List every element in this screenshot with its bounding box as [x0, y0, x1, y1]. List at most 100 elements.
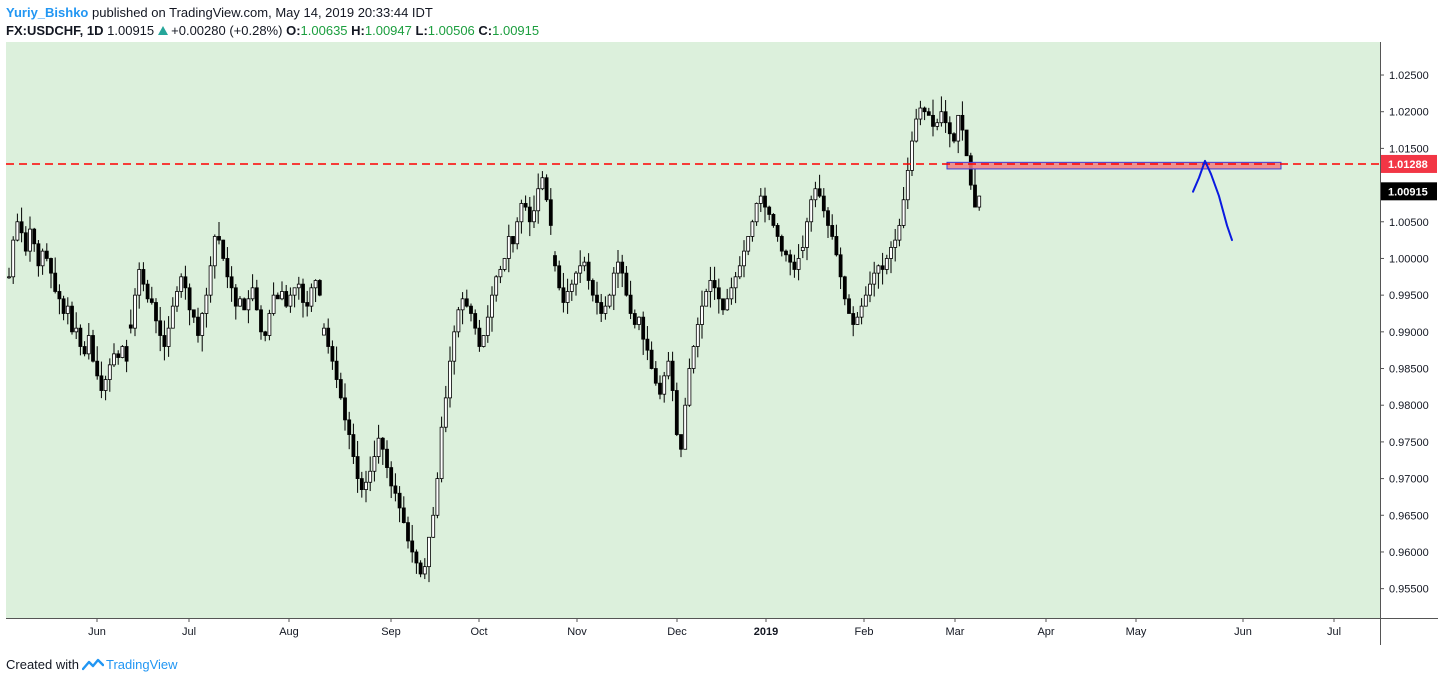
candle-body: [607, 294, 612, 307]
candle-body: [280, 291, 284, 300]
candle-body: [338, 379, 343, 399]
candle-body: [935, 122, 940, 127]
candle-body: [788, 254, 793, 263]
candle-body: [775, 225, 780, 237]
candle-body: [809, 199, 814, 223]
tradingview-logo[interactable]: TradingView: [81, 657, 178, 673]
candle-body: [435, 478, 440, 516]
author-link[interactable]: Yuriy_Bishko: [6, 5, 89, 20]
candle-body: [397, 492, 402, 509]
candle-body: [754, 203, 759, 223]
candle-body: [548, 199, 553, 226]
candle-body: [137, 269, 142, 296]
candle-body: [767, 206, 772, 215]
candle-body: [889, 247, 893, 259]
price-tick-label: 0.99500: [1389, 290, 1429, 302]
candle-body: [918, 107, 923, 120]
candle-body: [271, 294, 276, 314]
time-tick-label: May: [1126, 626, 1147, 638]
time-tick-label: Sep: [381, 626, 401, 638]
candle-body: [553, 255, 557, 267]
candle-body: [679, 434, 683, 450]
candle-body: [124, 346, 129, 362]
symbol-label: FX:USDCHF, 1D: [6, 23, 104, 38]
candle-body: [796, 258, 801, 270]
price-tick-label: 0.99000: [1389, 327, 1429, 339]
candle-body: [821, 195, 826, 212]
candle-body: [313, 280, 318, 289]
candle-body: [968, 155, 973, 186]
candle-body: [905, 170, 910, 201]
candle-body: [805, 221, 809, 248]
candle-body: [418, 562, 423, 575]
candle-body: [393, 485, 398, 494]
candle-body: [943, 111, 948, 124]
candle-body: [49, 258, 53, 274]
candle-body: [624, 272, 629, 296]
candle-body: [179, 276, 184, 292]
candle-body: [838, 254, 843, 278]
chart-header: Yuriy_Bishko published on TradingView.co…: [6, 4, 539, 40]
candle-body: [385, 448, 389, 468]
candle-body: [586, 261, 591, 281]
candle-body: [868, 283, 872, 296]
candle-body: [217, 236, 221, 241]
open-label: O:: [286, 23, 301, 38]
candle-body: [242, 298, 247, 311]
time-tick-label: Jun: [88, 626, 106, 638]
candle-body: [830, 225, 835, 237]
candle-body: [977, 195, 982, 208]
candle-body: [254, 287, 259, 311]
candle-body: [309, 287, 314, 307]
candle-body: [141, 269, 146, 285]
candle-body: [250, 287, 255, 300]
candle-body: [490, 294, 494, 318]
candle-body: [53, 272, 58, 292]
candle-body: [611, 272, 616, 296]
candle-body: [116, 353, 121, 358]
candle-body: [561, 287, 566, 303]
candle-body: [288, 294, 293, 307]
candle-body: [128, 324, 133, 329]
candle-body: [82, 346, 87, 355]
candle-body: [431, 514, 436, 538]
candle-body: [212, 236, 217, 267]
time-tick-label: Aug: [279, 626, 299, 638]
time-tick-label: Mar: [946, 626, 965, 638]
candle-body: [582, 261, 587, 267]
candle-body: [708, 280, 713, 292]
candle-body: [771, 214, 776, 226]
candle-body: [926, 111, 931, 116]
candle-body: [259, 309, 263, 333]
candle-body: [641, 316, 646, 340]
candle-body: [196, 316, 200, 336]
candle-body: [725, 298, 730, 311]
high-value: 1.00947: [364, 23, 412, 38]
candle-body: [99, 375, 104, 391]
candle-body: [204, 294, 209, 314]
price-tick-label: 1.02500: [1389, 70, 1429, 82]
candle-body: [733, 276, 738, 289]
candle-body: [729, 287, 734, 300]
close-label: C:: [478, 23, 493, 38]
candle-body: [23, 232, 28, 252]
price-tick-label: 1.01500: [1389, 143, 1429, 155]
candle-body: [763, 195, 767, 208]
candle-body: [742, 250, 746, 267]
low-label: L:: [415, 23, 428, 38]
price-chart[interactable]: 1.02500 1.02000 1.01500 1.00500 1.00000 0.995…: [6, 42, 1438, 648]
candle-body: [502, 258, 507, 270]
price-tick-label: 0.97500: [1389, 437, 1429, 449]
candle-body: [233, 287, 238, 307]
candle-body: [40, 250, 45, 267]
candle-body: [956, 114, 961, 142]
candle-body: [36, 243, 41, 267]
candle-body: [784, 250, 788, 256]
candle-body: [65, 305, 70, 314]
candle-body: [359, 478, 364, 490]
candle-body: [557, 265, 562, 289]
candle-body: [662, 375, 667, 395]
candle-body: [544, 177, 549, 201]
candle-body: [847, 298, 851, 314]
candle-body: [863, 294, 868, 307]
